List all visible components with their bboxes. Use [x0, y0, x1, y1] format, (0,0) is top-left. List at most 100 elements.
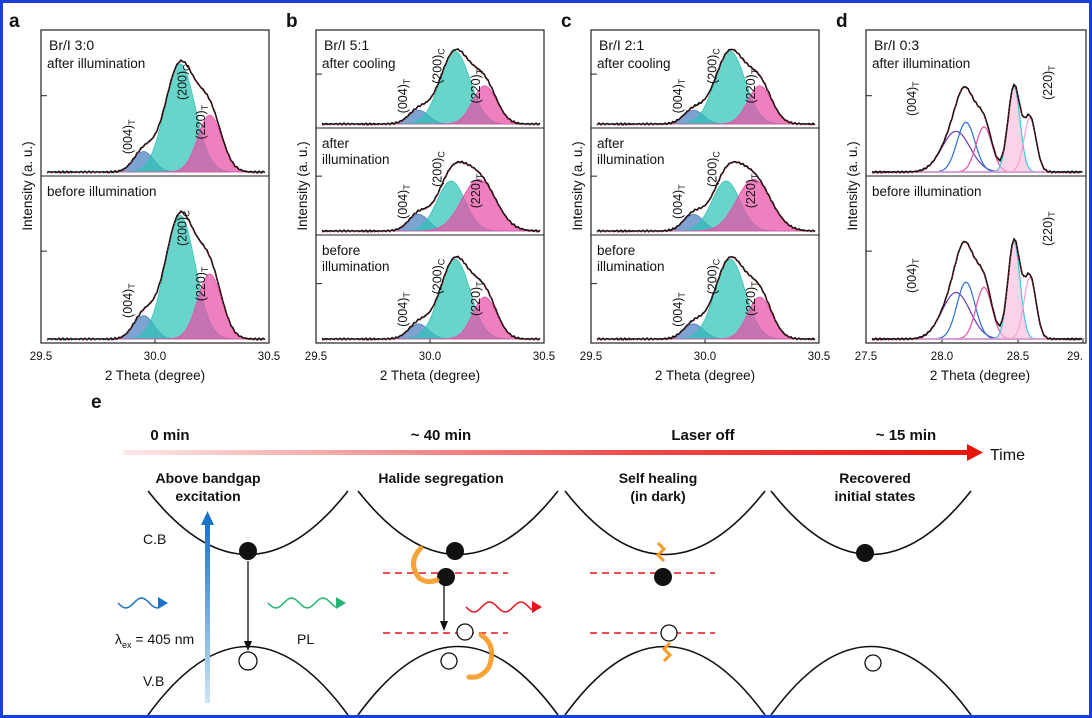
xrd-row-1: after cooling(004)T (200)C (220)T: [596, 48, 816, 126]
stage-label: initial states: [835, 488, 916, 504]
fitted-curve: [322, 49, 540, 126]
fit-peak-2: [47, 63, 265, 173]
healing-squiggle-lower: [661, 641, 673, 663]
relaxation-arrow-head: [244, 641, 252, 651]
fit-peak-5: [872, 116, 1083, 173]
fit-peak-5: [872, 275, 1083, 340]
excitation-arrow-head: [201, 511, 214, 525]
peak-label: (220)T: [469, 68, 485, 103]
xrd-row-2: before illumination (004)T (200)C (220)T: [46, 184, 266, 341]
valence-band: [564, 645, 766, 715]
fitted-curve: [322, 257, 540, 341]
peak-label: (004)T: [905, 81, 921, 116]
xrd-panel-a: a 29.5 30.0 30.5 2 Theta (degree) Intensity (…: [9, 11, 280, 383]
panel-label: c: [561, 11, 572, 32]
pl-label: PL: [297, 631, 314, 647]
condition-label: after cooling: [322, 56, 396, 71]
peak-label: (220)T: [194, 104, 210, 139]
band-diagram-4: [770, 490, 972, 715]
segregation-arrow-upper: [411, 545, 440, 585]
panel-label: b: [286, 11, 298, 32]
hole: [238, 651, 258, 671]
ratio-label: Br/I 0:3: [874, 37, 919, 53]
xrd-panel-c: c 29.5 30.0 30.5 2 Theta (degree) Intensity (…: [561, 11, 830, 383]
electron-trapped: [437, 568, 455, 586]
segregation-arrow-lower: [466, 632, 495, 680]
measured-curve: [46, 58, 266, 174]
xrd-panel-d: d 27.5 28.0 28.5 29. 2 Theta (degree) Intensit…: [836, 11, 1087, 383]
x-tick-label: 28.5: [1007, 351, 1029, 363]
fitted-curve: [322, 162, 540, 233]
xrd-row-1: after illumination (004)T (200)C(220)T: [46, 56, 266, 174]
x-axis-label: 2 Theta (degree): [380, 368, 480, 383]
valence-band: [770, 645, 972, 715]
peak-label: (004)T: [396, 184, 412, 219]
peak-label: (220)T: [744, 173, 760, 208]
measured-curve: [321, 48, 541, 126]
time-point-label: Laser off: [671, 427, 735, 444]
condition-label: after cooling: [597, 56, 671, 71]
stage-label: (in dark): [630, 488, 685, 504]
peak-label: (220)T: [744, 281, 760, 316]
electron: [856, 544, 874, 562]
valence-band: [357, 645, 559, 715]
hole-trapped: [660, 624, 678, 642]
fitted-curve: [872, 84, 1082, 174]
fitted-curve: [597, 162, 815, 233]
x-tick-label: 29.: [1067, 351, 1083, 363]
electron: [239, 542, 257, 560]
condition-label-line: before: [322, 243, 360, 258]
peak-label: (200)C: [705, 48, 721, 84]
fitted-curve: [597, 49, 815, 126]
peak-label: (220)T: [1041, 65, 1057, 100]
x-tick-label: 30.0: [694, 351, 716, 363]
stage-label: Self healing: [619, 470, 698, 486]
stage-label: Above bandgap: [155, 470, 260, 486]
condition-label-line: before: [597, 243, 635, 258]
peak-label: (004)T: [396, 292, 412, 327]
xrd-panel-b: b 29.5 30.0 30.5 2 Theta (degree) Intensity (…: [286, 11, 555, 383]
time-point-label: ~ 15 min: [876, 427, 936, 444]
condition-label: after illumination: [872, 56, 970, 71]
fitted-curve: [872, 238, 1082, 341]
xrd-panels: a 29.5 30.0 30.5 2 Theta (degree) Intensity (…: [9, 11, 1087, 383]
peak-label: (004)T: [671, 78, 687, 113]
electron: [446, 542, 464, 560]
time-point-label: 0 min: [150, 427, 189, 444]
condition-label: after illumination: [47, 56, 145, 71]
peak-label: (220)T: [469, 173, 485, 208]
y-axis-label: Intensity (a. u.): [845, 141, 860, 230]
ratio-label: Br/I 2:1: [599, 37, 644, 53]
xrd-row-1: after cooling(004)T (200)C (220)T: [321, 48, 541, 126]
pl-wave: [267, 597, 337, 609]
peak-label: (004)T: [671, 184, 687, 219]
plot-frame: [865, 29, 1087, 344]
measured-curve: [596, 48, 816, 126]
peak-label: (220)T: [194, 266, 210, 301]
hole-trapped: [456, 623, 474, 641]
peak-label: (200)C: [430, 258, 446, 294]
excitation-wave: [117, 597, 159, 609]
hole: [440, 652, 458, 670]
condition-label-line: illumination: [322, 152, 390, 167]
condition-label: before illumination: [47, 184, 157, 199]
condition-label-line: after: [322, 136, 350, 151]
figure-canvas: a 29.5 30.0 30.5 2 Theta (degree) Intensity (…: [9, 11, 1087, 715]
peak-label: (200)C: [175, 210, 191, 246]
x-axis-label: 2 Theta (degree): [930, 368, 1030, 383]
hole: [864, 654, 882, 672]
fit-peak-2: [872, 281, 1083, 340]
electron-trapped: [654, 568, 672, 586]
peak-label: (004)T: [121, 283, 137, 318]
y-axis-label: Intensity (a. u.): [570, 141, 585, 230]
peak-label: (220)T: [1041, 211, 1057, 246]
peak-label: (004)T: [121, 119, 137, 154]
xrd-row-2: before illumination (004)T (220)T: [871, 184, 1083, 341]
peak-label: (220)T: [469, 281, 485, 316]
x-tick-label: 30.5: [808, 351, 830, 363]
condition-label-line: after: [597, 136, 625, 151]
